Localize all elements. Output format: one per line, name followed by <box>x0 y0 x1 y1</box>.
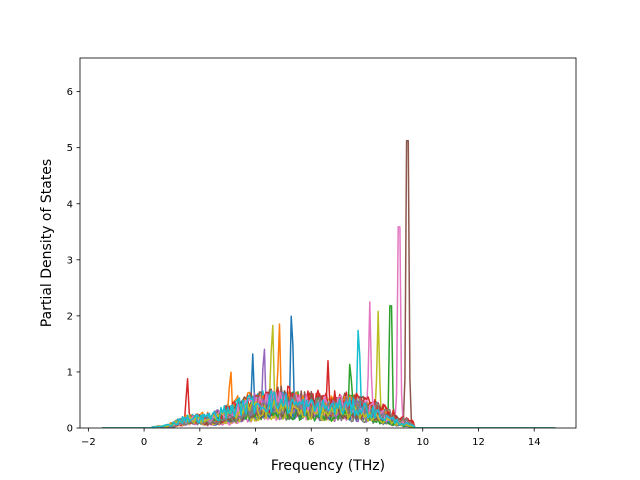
x-tick-label: 4 <box>252 437 258 448</box>
y-tick-label: 3 <box>67 255 73 266</box>
y-tick-label: 1 <box>67 367 73 378</box>
y-tick-label: 6 <box>67 87 73 98</box>
x-tick-label: 12 <box>472 437 485 448</box>
y-tick-label: 0 <box>67 424 73 435</box>
x-tick-label: 2 <box>197 437 203 448</box>
x-tick-label: 0 <box>141 437 147 448</box>
plot-frame <box>79 57 577 429</box>
y-tick-label: 2 <box>67 311 73 322</box>
series-layer <box>102 139 556 428</box>
x-tick-label: 10 <box>416 437 429 448</box>
y-axis-label: Partial Density of States <box>39 159 55 327</box>
x-axis-ticks: −2 0 2 4 6 8 10 12 14 <box>81 428 541 448</box>
x-axis-label: Frequency (THz) <box>271 458 385 474</box>
x-tick-label: −2 <box>81 437 96 448</box>
y-tick-label: 5 <box>67 143 73 154</box>
pdos-series-line <box>102 391 556 428</box>
y-tick-label: 4 <box>67 199 73 210</box>
x-tick-label: 14 <box>528 437 541 448</box>
y-axis-ticks: 0 1 2 3 4 5 6 <box>67 87 80 435</box>
x-tick-label: 6 <box>308 437 314 448</box>
x-tick-label: 8 <box>364 437 370 448</box>
